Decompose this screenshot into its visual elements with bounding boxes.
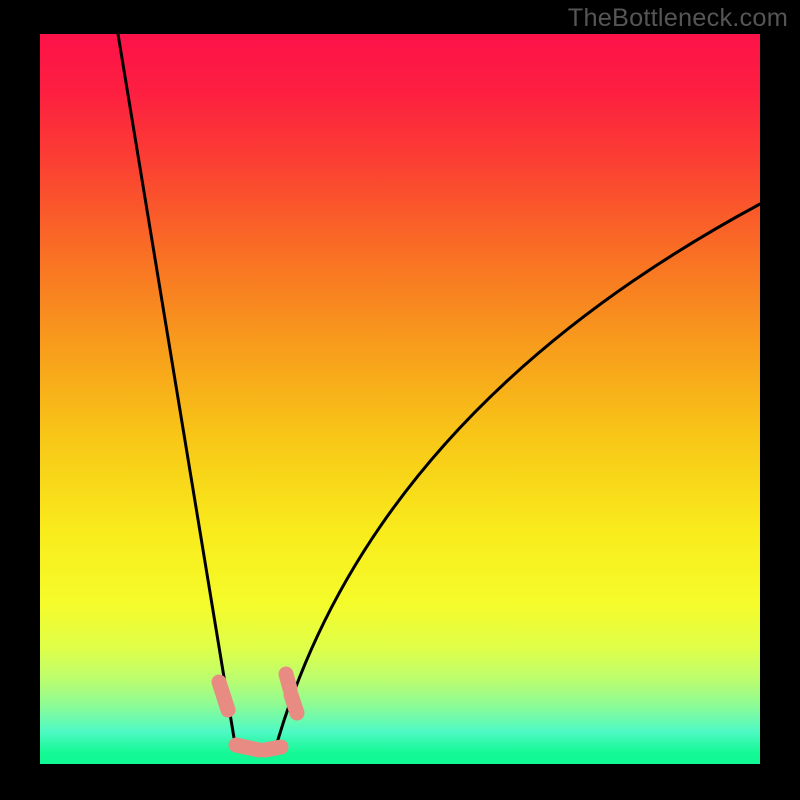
marker-layer [40, 34, 760, 764]
marker-capsule [219, 682, 228, 710]
marker-capsule [236, 745, 259, 750]
marker-capsule [265, 747, 281, 750]
plot-area [40, 34, 760, 764]
watermark-text: TheBottleneck.com [568, 4, 788, 33]
marker-capsule [286, 674, 290, 689]
canvas: TheBottleneck.com [0, 0, 800, 800]
marker-capsule [291, 695, 297, 713]
